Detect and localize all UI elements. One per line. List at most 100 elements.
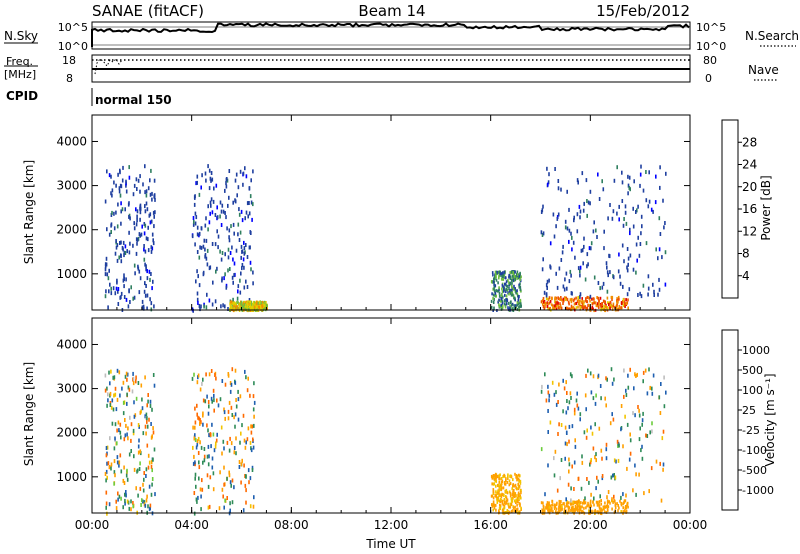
echo-cell xyxy=(629,187,631,192)
echo-cell xyxy=(204,171,207,176)
echo-cell xyxy=(249,260,252,265)
echo-cell xyxy=(547,384,549,389)
echo-cell xyxy=(583,201,585,206)
echo-cell xyxy=(198,303,201,308)
echo-cell xyxy=(624,499,627,503)
echo-cell xyxy=(504,288,506,292)
search-tick-top: 10^5 xyxy=(696,21,726,34)
echo-cell xyxy=(660,498,663,503)
echo-cell xyxy=(593,309,595,313)
echo-cell xyxy=(581,460,584,465)
echo-cell xyxy=(624,210,627,215)
echo-cell xyxy=(552,212,555,217)
echo-cell xyxy=(237,301,239,305)
echo-cell xyxy=(541,384,543,389)
power-colorbar-label: Power [dB] xyxy=(759,175,773,240)
echo-cell xyxy=(511,498,513,502)
echo-cell xyxy=(264,304,266,308)
echo-cell xyxy=(119,422,122,427)
echo-cell xyxy=(589,509,591,513)
echo-cell xyxy=(219,249,221,254)
echo-cell xyxy=(574,501,576,505)
echo-cell xyxy=(596,475,598,480)
echo-cell xyxy=(154,492,156,497)
echo-cell xyxy=(247,468,250,473)
echo-cell xyxy=(251,302,254,306)
echo-cell xyxy=(232,222,235,227)
echo-cell xyxy=(117,202,119,207)
echo-cell xyxy=(519,274,521,278)
echo-cell xyxy=(125,179,127,184)
echo-cell xyxy=(229,307,231,311)
echo-cell xyxy=(518,479,520,483)
echo-cell xyxy=(263,306,266,310)
echo-cell xyxy=(626,422,629,427)
echo-cell xyxy=(542,204,544,209)
echo-cell xyxy=(549,299,552,303)
echo-cell xyxy=(559,476,561,481)
echo-cell xyxy=(626,466,628,471)
echo-cell xyxy=(214,444,217,449)
echo-cell xyxy=(129,415,131,420)
echo-cell xyxy=(202,377,204,382)
echo-cell xyxy=(506,284,509,288)
echo-cell xyxy=(659,232,662,236)
echo-cell xyxy=(616,211,618,216)
nave-label: Nave xyxy=(748,63,779,77)
echo-cell xyxy=(623,499,626,503)
echo-cell xyxy=(510,474,512,478)
echo-cell xyxy=(243,285,246,290)
echo-cell xyxy=(203,454,206,459)
echo-cell xyxy=(495,289,498,293)
echo-cell xyxy=(519,504,521,508)
echo-cell xyxy=(601,285,604,290)
echo-cell xyxy=(579,417,581,422)
echo-cell xyxy=(645,433,647,438)
echo-cell xyxy=(105,505,107,510)
echo-cell xyxy=(133,263,136,268)
echo-cell xyxy=(117,289,119,294)
echo-cell xyxy=(501,290,504,294)
echo-cell xyxy=(234,178,237,183)
echo-cell xyxy=(548,172,550,177)
echo-cell xyxy=(197,373,200,378)
echo-cell xyxy=(516,508,519,511)
echo-cell xyxy=(123,250,126,255)
echo-cell xyxy=(644,368,647,373)
echo-cell xyxy=(568,457,570,462)
echo-cell xyxy=(514,304,517,308)
echo-cell xyxy=(595,500,598,504)
x-tick-label: 16:00 xyxy=(473,518,508,532)
echo-cell xyxy=(250,307,253,311)
echo-cell xyxy=(507,306,509,310)
echo-cell xyxy=(132,501,134,505)
echo-cell xyxy=(230,300,233,304)
x-tick-label: 00:00 xyxy=(75,518,110,532)
echo-cell xyxy=(193,372,195,377)
y-tick-label: 1000 xyxy=(56,267,87,281)
echo-cell xyxy=(145,201,148,206)
echo-cell xyxy=(610,367,613,372)
echo-cell xyxy=(617,443,619,448)
echo-cell xyxy=(222,439,225,444)
echo-cell xyxy=(126,468,128,473)
echo-cell xyxy=(191,234,194,239)
echo-cell xyxy=(227,409,230,414)
colorbar-tick-label: 24 xyxy=(742,158,757,172)
echo-cell xyxy=(511,291,514,295)
echo-cell xyxy=(546,166,548,171)
echo-cell xyxy=(585,407,587,412)
echo-cell xyxy=(237,389,239,394)
echo-cell xyxy=(632,206,634,211)
echo-cell xyxy=(575,306,578,310)
echo-cell xyxy=(218,506,221,511)
echo-cell xyxy=(207,484,210,489)
echo-cell xyxy=(513,491,515,495)
echo-cell xyxy=(196,180,198,185)
echo-cell xyxy=(620,510,622,513)
echo-cell xyxy=(570,231,572,236)
search-label: N.Search xyxy=(745,29,799,43)
echo-cell xyxy=(508,281,510,285)
echo-cell xyxy=(249,476,252,481)
